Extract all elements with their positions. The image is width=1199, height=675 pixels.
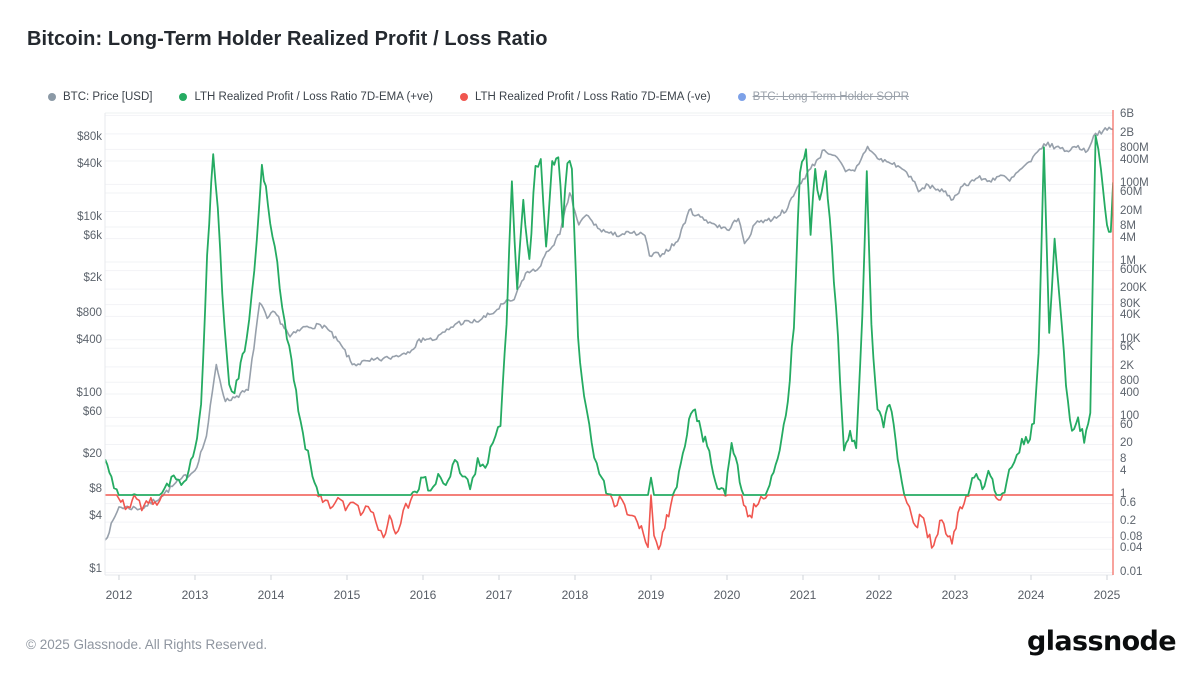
glassnode-logo: glassnode <box>1027 626 1177 657</box>
legend-item-btc-price[interactable]: BTC: Price [USD] <box>48 91 152 103</box>
legend-dot-btc-price <box>48 93 56 101</box>
legend-item-lth-sopr[interactable]: BTC: Long Term Holder SOPR <box>737 91 909 103</box>
copyright-text: © 2025 Glassnode. All Rights Reserved. <box>26 637 268 652</box>
legend-item-label: BTC: Price [USD] <box>63 91 153 103</box>
legend-item-label: LTH Realized Profit / Loss Ratio 7D-EMA … <box>474 91 711 103</box>
legend-item-lth-ratio-negative[interactable]: LTH Realized Profit / Loss Ratio 7D-EMA … <box>459 91 711 103</box>
legend-dot-lth-ratio-negative <box>459 93 468 101</box>
legend-dot-lth-ratio-positive <box>179 93 188 101</box>
legend: BTC: Price [USD] LTH Realized Profit / L… <box>48 91 909 103</box>
legend-item-label: BTC: Long Term Holder SOPR <box>752 91 909 103</box>
legend-item-label: LTH Realized Profit / Loss Ratio 7D-EMA … <box>194 91 433 103</box>
btc-price-line <box>105 126 1113 541</box>
lth-ratio-positive-line <box>105 134 1113 496</box>
legend-item-lth-ratio-positive[interactable]: LTH Realized Profit / Loss Ratio 7D-EMA … <box>179 91 433 103</box>
page-title: Bitcoin: Long-Term Holder Realized Profi… <box>27 28 548 50</box>
lth-ratio-negative-line <box>105 494 1113 551</box>
legend-dot-lth-sopr <box>737 93 746 101</box>
